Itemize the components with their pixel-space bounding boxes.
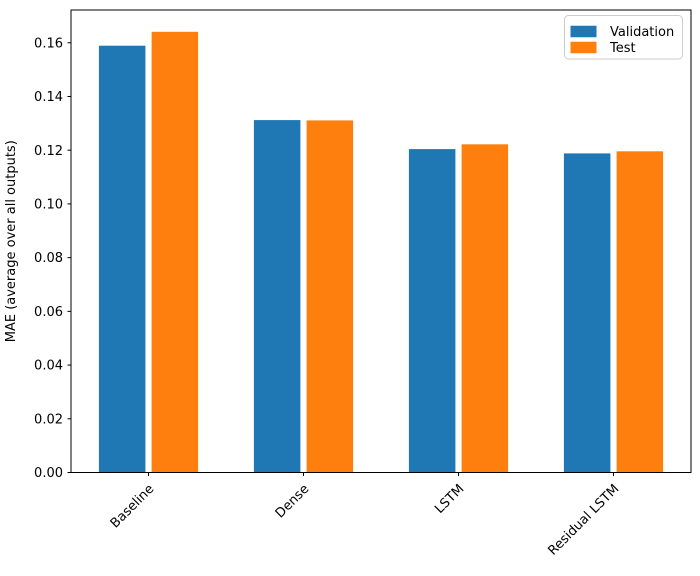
legend-swatch-test — [570, 41, 597, 54]
y-tick-label: 0.04 — [34, 359, 63, 374]
x-tick-label-dense: Dense — [273, 482, 313, 522]
bar-test-dense — [306, 120, 354, 473]
bar-validation-baseline — [98, 45, 146, 473]
legend-swatch-validation — [570, 25, 597, 38]
y-tick-label: 0.12 — [34, 144, 63, 159]
bar-test-residual-lstm — [616, 151, 664, 473]
x-tick-label-residual-lstm: Residual LSTM — [545, 482, 622, 559]
y-tick-label: 0.10 — [34, 197, 63, 212]
legend-label-validation: Validation — [610, 25, 674, 40]
bar-test-lstm — [461, 144, 509, 473]
bar-validation-dense — [253, 120, 301, 473]
y-tick-label: 0.02 — [34, 412, 63, 427]
axes-frame — [70, 9, 692, 473]
bar-test-baseline — [151, 31, 199, 473]
x-tick-label-lstm: LSTM — [432, 482, 467, 517]
y-tick-label: 0.06 — [34, 305, 63, 320]
bar-validation-residual-lstm — [563, 153, 611, 473]
y-tick-label: 0.00 — [34, 466, 63, 481]
legend-label-test: Test — [609, 41, 636, 56]
x-tick-label-baseline: Baseline — [108, 482, 158, 532]
y-axis-label: MAE (average over all outputs) — [4, 140, 19, 342]
y-tick-label: 0.08 — [34, 251, 63, 266]
bar-validation-lstm — [408, 149, 456, 473]
y-tick-label: 0.14 — [34, 90, 63, 105]
y-tick-label: 0.16 — [34, 36, 63, 51]
